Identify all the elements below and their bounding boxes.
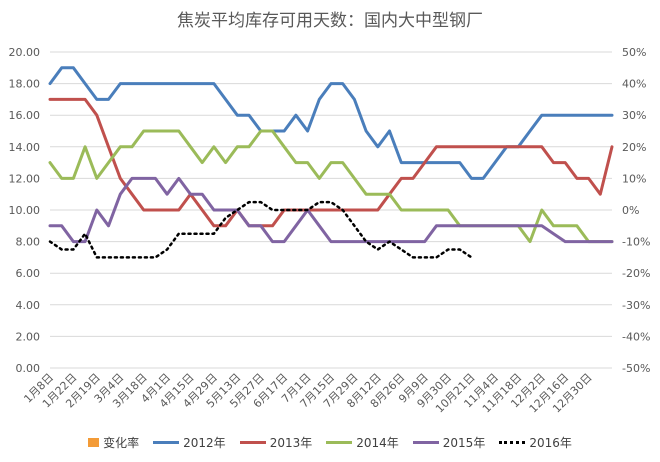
left-tick-label: 12.00 — [9, 172, 41, 185]
legend-item: 2015年 — [412, 434, 486, 451]
right-tick-label: 10% — [622, 172, 646, 185]
legend-item: 2016年 — [499, 434, 572, 451]
right-tick-label: -30% — [622, 299, 650, 312]
left-tick-label: 0.00 — [16, 362, 41, 375]
left-tick-label: 2.00 — [16, 330, 41, 343]
left-tick-label: 20.00 — [9, 46, 41, 59]
legend-item: 变化率 — [88, 434, 139, 451]
legend-label: 2015年 — [442, 436, 486, 450]
series-line-2016年 — [48, 200, 473, 259]
legend-item: 2013年 — [239, 434, 313, 451]
legend-swatch — [239, 441, 266, 444]
legend-swatch — [499, 441, 526, 444]
legend-label: 变化率 — [103, 436, 140, 450]
legend-swatch — [153, 441, 180, 444]
left-tick-label: 8.00 — [16, 236, 41, 249]
left-tick-label: 14.00 — [9, 141, 41, 154]
right-tick-label: 20% — [622, 141, 646, 154]
legend-label: 2014年 — [356, 436, 399, 450]
series-line-2013年 — [48, 97, 614, 228]
left-tick-label: 10.00 — [9, 204, 41, 217]
right-tick-label: 0% — [622, 204, 639, 217]
right-tick-label: -40% — [622, 330, 650, 343]
left-tick-label: 6.00 — [16, 267, 41, 280]
right-tick-label: 40% — [622, 78, 646, 91]
legend-swatch — [88, 438, 100, 447]
legend-label: 2012年 — [183, 436, 226, 450]
right-tick-label: -10% — [622, 236, 650, 249]
legend-label: 2016年 — [529, 436, 572, 450]
legend-label: 2013年 — [269, 436, 313, 450]
legend-item: 2012年 — [153, 434, 226, 451]
chart-title: 焦炭平均库存可用天数：国内大中型钢厂 — [177, 11, 483, 31]
legend-swatch — [326, 441, 353, 444]
left-tick-label: 4.00 — [16, 299, 41, 312]
left-tick-label: 18.00 — [9, 78, 41, 91]
legend: 变化率 2012年 2013年 2014年 2015年 2016年 — [0, 434, 660, 451]
right-tick-label: 50% — [622, 46, 646, 59]
left-tick-label: 16.00 — [9, 109, 41, 122]
legend-swatch — [412, 441, 439, 444]
series-line-2015年 — [48, 176, 614, 244]
right-tick-label: 30% — [622, 109, 646, 122]
legend-item: 2014年 — [326, 434, 399, 451]
right-tick-label: -50% — [622, 362, 650, 375]
right-tick-label: -20% — [622, 267, 650, 280]
